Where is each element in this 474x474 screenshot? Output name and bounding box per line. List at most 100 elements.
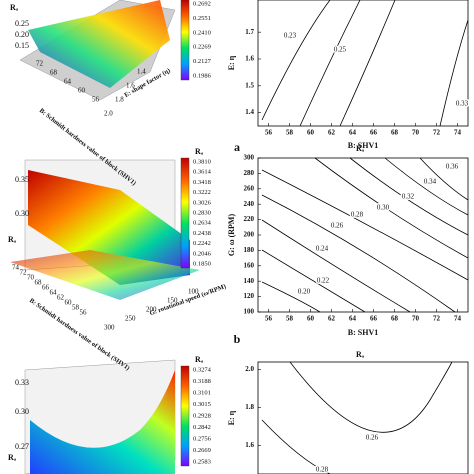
x-tick-label: 58 (286, 129, 294, 137)
y-tick-label: 300 (244, 154, 255, 162)
y-tick-label: 1.6 (245, 55, 254, 63)
colorbar-title: Rₐ (195, 147, 204, 156)
colorbar-tick-label: 0.2928 (193, 412, 211, 419)
contour-line (349, 157, 469, 236)
x-tick-label: 72 (20, 269, 28, 277)
colorbar-tick-label: 0.2583 (193, 458, 211, 465)
y-tick-label: 100 (244, 308, 255, 316)
x-tick-label: 74 (454, 129, 462, 137)
panel-label: b (234, 332, 241, 346)
contour-label: 0.30 (377, 204, 390, 212)
x-tick-label: 60 (307, 315, 315, 323)
x-tick-label: 74 (454, 315, 462, 323)
contour-line (261, 169, 469, 281)
contour-line (261, 419, 331, 474)
x-tick-label: 72 (36, 60, 44, 68)
y-tick-label: 150 (167, 297, 178, 305)
contour-label: 0.33 (456, 100, 469, 108)
contour-label: 0.28 (351, 211, 364, 219)
y-tick-label: 260 (244, 184, 255, 192)
y-tick-label: 2.0 (104, 110, 113, 118)
colorbar-tick-label: 0.3274 (193, 366, 212, 373)
x-tick-label: 70 (27, 274, 35, 282)
panel-label: a (234, 140, 240, 154)
z-tick-label: 0.25 (15, 19, 29, 28)
contour-label: 0.34 (424, 178, 437, 186)
contour-label: 0.36 (446, 163, 459, 171)
y-tick-label: 200 (244, 231, 255, 239)
y-tick-label: 1.8 (115, 96, 124, 104)
x-tick-label: 56 (92, 96, 100, 104)
contour-line (339, 0, 396, 127)
y-tick-label: 100 (188, 288, 199, 296)
y-tick-label: 160 (244, 261, 255, 269)
z-tick-label: 0.35 (15, 175, 29, 184)
colorbar-tick-label: 0.3614 (193, 169, 212, 176)
contour-label: 0.23 (284, 32, 297, 40)
x-tick-label: 64 (64, 78, 72, 86)
x-tick-label: 56 (265, 129, 273, 137)
x-tick-label: 70 (412, 315, 420, 323)
x-tick-label: 66 (370, 315, 378, 323)
y-tick-label: 1.4 (137, 68, 146, 76)
contour-frame (257, 361, 469, 474)
z-tick-label: 0.33 (15, 378, 29, 387)
contour-label: 0.26 (331, 222, 344, 230)
z-tick-label: 0.15 (15, 41, 29, 50)
y-tick-label: 120 (244, 292, 255, 300)
x-tick-label: 64 (349, 315, 357, 323)
colorbar-tick-label: 0.1850 (193, 260, 211, 267)
x-tick-label: 60 (78, 87, 86, 95)
contour-line (314, 157, 469, 259)
contour-line (261, 281, 321, 313)
x-tick-label: 62 (57, 294, 65, 302)
x-tick-label: 56 (265, 315, 273, 323)
x-tick-label: 58 (286, 315, 294, 323)
colorbar-tick-label: 0.2842 (193, 424, 211, 431)
z-axis-label: Rₐ (8, 453, 17, 462)
colorbar-title: Rₐ (195, 355, 204, 364)
y-tick-label: 2.0 (245, 365, 254, 373)
z-axis-label: Rₐ (8, 235, 17, 244)
y-tick-label: 200 (146, 306, 157, 314)
surface-shapes (10, 0, 200, 474)
x-tick-label: 62 (328, 315, 336, 323)
contour-frame (257, 0, 469, 127)
colorbar-tick-label: 0.2269 (193, 44, 211, 51)
x-tick-label: 64 (50, 289, 58, 297)
contour-label: 0.28 (316, 466, 329, 474)
contour-label: 0.20 (298, 288, 311, 296)
x-tick-label: 58 (72, 304, 80, 312)
z-axis-label: Rₐ (10, 3, 19, 12)
colorbar-tick-label: 0.3188 (193, 378, 211, 385)
x-tick-label: 56 (80, 309, 88, 317)
colorbar-tick-label: 0.3810 (193, 158, 211, 165)
colorbar-tick-label: 0.2756 (193, 435, 212, 442)
z-tick-label: 0.30 (15, 209, 29, 218)
x-tick-label: 70 (412, 129, 420, 137)
y-tick-label: 280 (244, 169, 255, 177)
colorbar-tick-label: 0.3418 (193, 179, 211, 186)
contour-label: 0.26 (366, 434, 379, 442)
colorbar-tick-label: 0.2242 (193, 240, 211, 247)
y-tick-label: 140 (244, 277, 255, 285)
contour-label: 0.22 (317, 277, 330, 285)
contour-line (299, 0, 361, 127)
y-tick-label: 1.8 (245, 403, 254, 411)
contour-line (261, 0, 331, 121)
colorbar-tick-label: 0.3015 (193, 401, 211, 408)
y-axis-label: E: η (227, 55, 236, 70)
colorbar-tick-label: 0.2046 (193, 250, 212, 257)
x-tick-label: 62 (328, 129, 336, 137)
y-tick-label: 1.7 (245, 28, 254, 36)
contour-line (289, 361, 453, 433)
contour-title: Rₐ (356, 350, 365, 359)
y-tick-label: 300 (104, 324, 115, 332)
x-tick-label: 66 (370, 129, 378, 137)
contour-line (261, 194, 456, 313)
contour-line (384, 157, 469, 216)
colorbar-tick-label: 0.2634 (193, 220, 212, 227)
z-tick-label: 0.20 (15, 30, 29, 39)
x-tick-label: 68 (50, 69, 58, 77)
